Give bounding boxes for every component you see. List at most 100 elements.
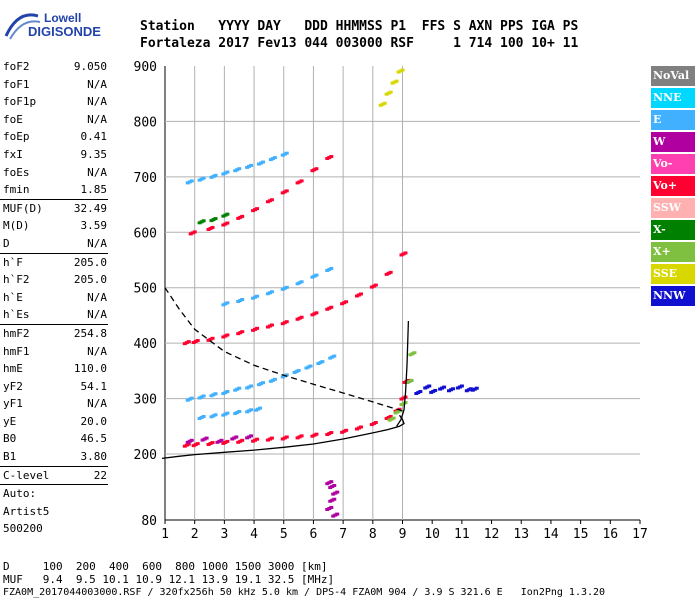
echo-point [335, 490, 340, 494]
echo-point [201, 176, 206, 180]
x-tick-label: 13 [513, 527, 529, 542]
echo-point [234, 435, 239, 439]
param-value: 254.8 [73, 326, 107, 340]
legend-item-vo: Vo- [651, 154, 695, 176]
echo-point [451, 387, 455, 391]
y-tick-label: 700 [134, 171, 157, 186]
param-label: yE [3, 414, 17, 428]
echo-point [412, 351, 417, 355]
param-value: 54.1 [80, 379, 108, 393]
echo-point [299, 179, 304, 183]
param-row: B1 3.80 [0, 448, 110, 466]
param-label: hmE [3, 362, 23, 376]
muf-curve [164, 287, 403, 412]
digisonde-logo: Lowell DIGISONDE [4, 6, 124, 46]
x-tick-label: 12 [484, 527, 500, 542]
echo-point [329, 431, 334, 435]
param-row: C-level 22 [0, 467, 110, 485]
param-label: fmin [3, 183, 30, 197]
echo-point [269, 323, 274, 327]
param-label: M(D) [3, 219, 30, 233]
echo-point [192, 230, 197, 234]
echo-point [284, 435, 289, 439]
echo-point [314, 167, 319, 171]
station-header: Station YYYY DAY DDD HHMMSS P1 FFS S AXN… [140, 18, 578, 52]
param-label: MUF(D) [3, 201, 43, 215]
echo-point [225, 301, 230, 305]
echo-point [189, 438, 194, 442]
legend-item-nnw: NNW [651, 286, 695, 308]
param-value: N/A [87, 290, 107, 304]
echo-point [269, 290, 274, 294]
echo-point [249, 408, 254, 412]
echo-point [219, 438, 224, 442]
legend-item-ssw: SSW [651, 198, 695, 220]
param-row: 500200 [0, 520, 110, 538]
param-label: D [3, 236, 10, 250]
param-value: N/A [87, 77, 107, 91]
param-row: fmin 1.85 [0, 181, 110, 199]
param-label: foE [3, 112, 23, 126]
echo-point [249, 163, 254, 167]
echo-point [186, 340, 191, 344]
param-label: Artist5 [3, 504, 50, 518]
echo-point [358, 292, 363, 296]
param-label: C-level [3, 468, 50, 482]
param-separator [0, 484, 108, 486]
param-label: yF1 [3, 397, 23, 411]
y-tick-label: 500 [134, 282, 157, 297]
x-tick-label: 7 [339, 527, 347, 542]
param-label: h`Es [3, 308, 30, 322]
param-row: M(D) 3.59 [0, 217, 110, 235]
echo-point [329, 305, 334, 309]
echo-point [258, 406, 263, 410]
param-label: foEp [3, 130, 30, 144]
y-tick-label: 600 [134, 226, 157, 241]
param-label: hmF2 [3, 326, 30, 340]
logo-line1: Lowell [44, 11, 82, 25]
echo-point [210, 441, 215, 445]
x-tick-label: 17 [632, 527, 648, 542]
param-row: h`F 205.0 [0, 254, 110, 272]
echo-point [261, 381, 265, 385]
echo-point [299, 315, 304, 319]
y-tick-label: 900 [134, 60, 157, 75]
param-row: foE N/A [0, 111, 110, 129]
param-row: h`E N/A [0, 289, 110, 307]
param-separator [0, 323, 108, 325]
echo-point [403, 401, 408, 405]
echo-point [332, 354, 337, 358]
echo-point [332, 484, 337, 487]
echo-point [240, 330, 245, 334]
x-tick-label: 4 [250, 527, 258, 542]
echo-point [332, 497, 337, 501]
param-value: 9.35 [80, 147, 108, 161]
header-row-2: Fortaleza 2017 Fev13 044 003000 RSF 1 71… [140, 36, 579, 51]
param-row: h`Es N/A [0, 306, 110, 324]
echo-point [255, 437, 260, 441]
echo-point [255, 207, 260, 211]
echo-point [394, 79, 399, 83]
param-value: 205.0 [73, 273, 107, 287]
echo-point [195, 442, 200, 446]
legend-item-x: X- [651, 220, 695, 242]
x-tick-label: 16 [602, 527, 618, 542]
echo-point [344, 300, 349, 304]
param-row: MUF(D) 32.49 [0, 200, 110, 218]
param-value: 110.0 [73, 362, 107, 376]
echo-point [189, 179, 194, 183]
param-row: foF1p N/A [0, 93, 110, 111]
param-row: foEp 0.41 [0, 128, 110, 146]
echo-point [225, 221, 230, 225]
legend-item-x: X+ [651, 242, 695, 264]
param-label: hmF1 [3, 344, 30, 358]
y-tick-label: 400 [134, 337, 157, 352]
legend-item-w: W [651, 132, 695, 154]
legend-item-noval: NoVal [651, 66, 695, 88]
param-label: 500200 [3, 522, 43, 536]
param-row: h`F2 205.0 [0, 271, 110, 289]
y-tick-label: 300 [134, 393, 157, 408]
logo-graphic [4, 13, 41, 40]
echo-point [240, 438, 245, 442]
param-value: N/A [87, 236, 107, 250]
